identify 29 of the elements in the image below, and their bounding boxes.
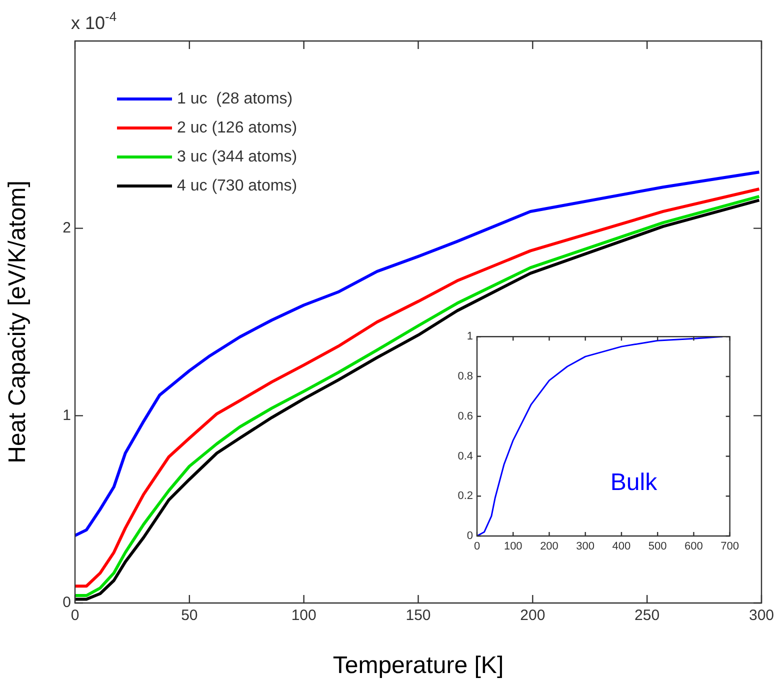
annotation: Bulk xyxy=(610,469,658,496)
legend-label: 4 uc (730 atoms) xyxy=(177,177,298,194)
y-tick-label: 0.6 xyxy=(458,410,473,422)
y-tick-label: 1 xyxy=(466,330,473,343)
y-tick-label: 0.4 xyxy=(458,450,473,462)
x-tick-label: 250 xyxy=(634,607,660,624)
y-tick-label: 0.2 xyxy=(458,490,473,502)
y-tick-label: 2 xyxy=(62,219,71,236)
legend-label: 3 uc (344 atoms) xyxy=(177,148,298,166)
y-tick-label: 0 xyxy=(466,530,473,542)
x-tick-label: 300 xyxy=(576,540,595,553)
x-tick-label: 500 xyxy=(648,540,667,553)
x-tick-label: 100 xyxy=(291,607,316,624)
y-tick-label: 1 xyxy=(62,406,71,424)
x-tick-label: 100 xyxy=(504,540,522,553)
y-axis-title: Heat Capacity [eV/K/atom] xyxy=(4,180,32,464)
y-tick-label: 0 xyxy=(62,594,71,612)
x-tick-label: 300 xyxy=(748,607,774,624)
x-tick-label: 200 xyxy=(540,540,558,553)
y-tick-label: 0.8 xyxy=(458,370,473,383)
x-tick-label: 50 xyxy=(181,607,198,624)
x-tick-label: 600 xyxy=(684,540,703,553)
x-axis-title: Temperature [K] xyxy=(332,652,504,680)
x-tick-label: 400 xyxy=(612,540,631,553)
legend-label: 1 uc (28 atoms) xyxy=(177,90,293,108)
x-tick-label: 150 xyxy=(406,607,431,624)
x-tick-label: 700 xyxy=(720,540,740,553)
legend-label: 2 uc (126 atoms) xyxy=(177,119,298,136)
x-tick-label: 200 xyxy=(520,607,546,624)
